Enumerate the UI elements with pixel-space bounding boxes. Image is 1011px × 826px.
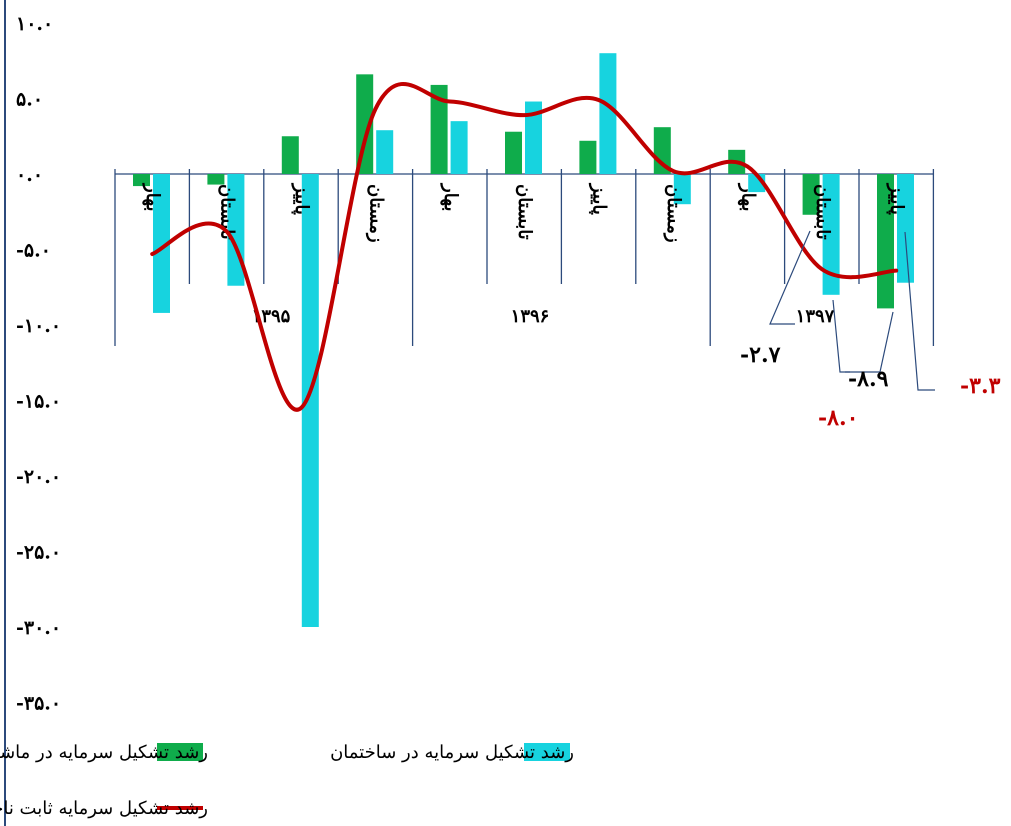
category-label: بهار [142, 182, 163, 211]
bar-machinery [207, 174, 225, 185]
category-label: بهار [440, 182, 461, 211]
bar-construction [301, 174, 319, 627]
category-label: تابستان [514, 184, 535, 240]
data-label-leader [769, 230, 811, 325]
bar-machinery [430, 84, 448, 174]
bar-machinery [133, 174, 150, 187]
bar-machinery [579, 140, 597, 174]
data-label: -۸.۰ [818, 405, 858, 431]
y-tick-label: ۰.۰ [16, 164, 43, 186]
category-label: پاییز [589, 182, 610, 215]
data-label: -۳.۳ [960, 373, 1001, 399]
bar-construction [673, 174, 691, 205]
category-label: زمستان [663, 184, 684, 243]
y-tick-label: ۱۰.۰ [16, 13, 53, 35]
data-label-leader [845, 311, 894, 373]
category-label: تابستان [812, 184, 833, 240]
category-label: زمستان [365, 184, 386, 243]
category-label: پاییز [886, 182, 907, 215]
bar-construction [525, 101, 542, 174]
year-label: ۱۳۹۶ [511, 306, 550, 327]
bar-machinery [281, 136, 299, 174]
bar-construction [153, 174, 170, 313]
legend-label-gross-fixed-capital: رشد تشکیل سرمایه ثابت ناخالص [0, 798, 208, 819]
y-tick-label: -۲۵.۰ [16, 542, 61, 564]
data-label: -۲.۷ [740, 342, 781, 368]
legend-label-construction: رشد تشکیل سرمایه در ساختمان [330, 742, 574, 763]
y-tick-label: -۱۰.۰ [16, 315, 61, 337]
legend-swatch-machinery [157, 743, 203, 761]
category-label: پاییز [291, 182, 312, 215]
bar-construction [450, 121, 468, 174]
bar-construction [822, 174, 840, 295]
legend-swatch-construction [524, 743, 570, 761]
data-label-leader [904, 231, 935, 391]
bar-construction [897, 174, 914, 283]
bar-construction [599, 53, 617, 175]
gross-fixed-capital-line [150, 82, 899, 412]
y-tick-label: -۳۰.۰ [16, 617, 61, 639]
data-label: -۸.۹ [848, 366, 889, 392]
y-tick-label: -۲۰.۰ [16, 466, 61, 488]
legend-label-machinery: رشد تشکیل سرمایه در ماشین آلات [0, 741, 208, 763]
y-tick-label: -۳۵.۰ [16, 693, 61, 715]
y-tick-label: -۵.۰ [16, 240, 51, 262]
bar-machinery [505, 131, 522, 174]
y-tick-label: ۵.۰ [16, 89, 43, 111]
y-tick-label: -۱۵.۰ [16, 391, 61, 413]
year-label: ۱۳۹۷ [796, 306, 835, 327]
bar-machinery [356, 74, 374, 174]
category-label: بهار [737, 182, 758, 211]
data-label-leader [832, 299, 850, 373]
bar-machinery [802, 174, 820, 215]
bar-construction [376, 130, 394, 174]
